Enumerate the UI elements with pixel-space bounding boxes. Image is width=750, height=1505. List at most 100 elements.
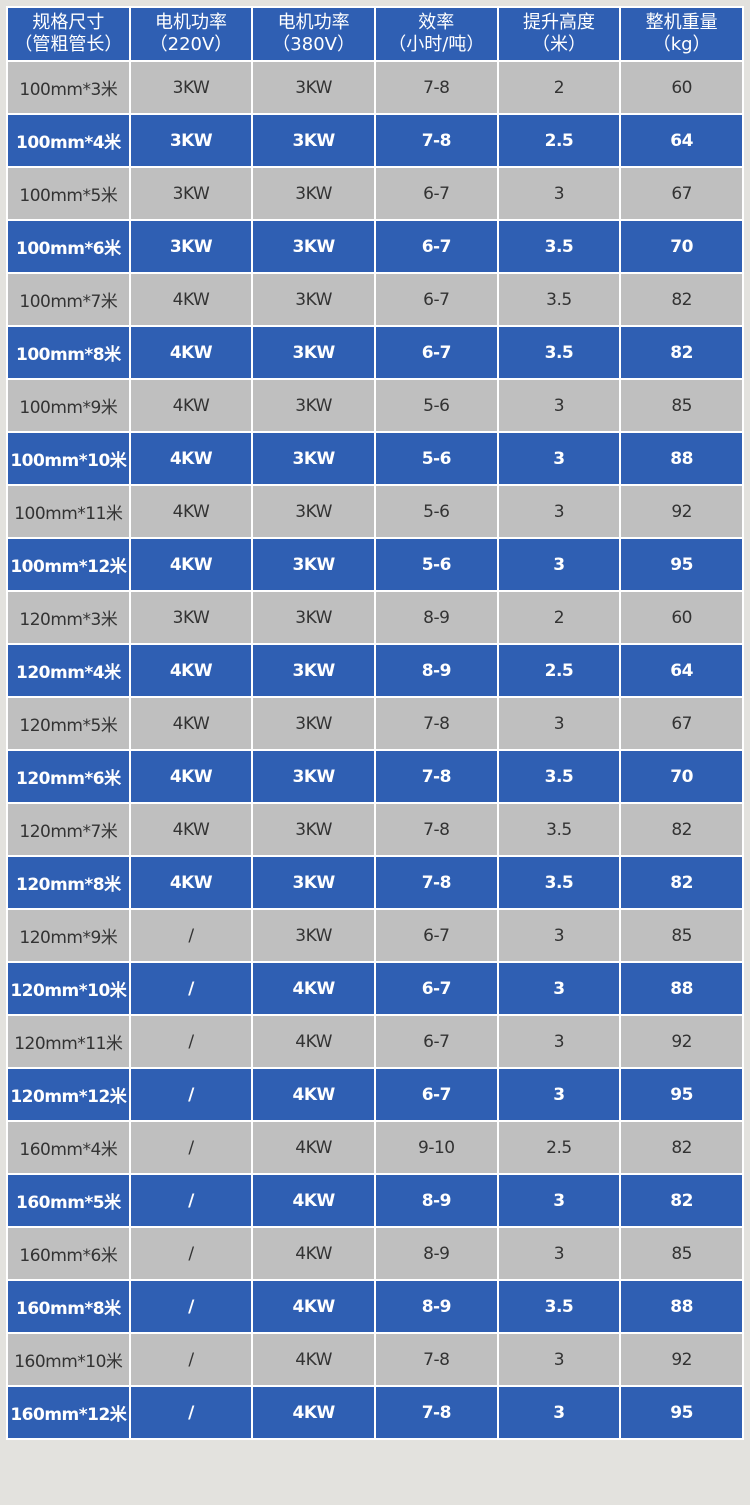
cell-power-220v: / xyxy=(128,1120,254,1175)
table-row: 120mm*6米 4KW 3KW 7-8 3.5 70 xyxy=(6,749,744,804)
cell-weight: 64 xyxy=(619,643,744,698)
cell-weight: 70 xyxy=(619,749,744,804)
table-row: 100mm*3米 3KW 3KW 7-8 2 60 xyxy=(6,60,744,115)
cell-weight: 82 xyxy=(619,272,744,327)
cell-efficiency: 6-7 xyxy=(373,166,499,221)
cell-lift-height: 2 xyxy=(496,60,622,115)
cell-power-380v: 3KW xyxy=(251,696,376,751)
cell-power-220v: 4KW xyxy=(128,484,254,539)
cell-lift-height: 3 xyxy=(496,961,622,1016)
cell-lift-height: 3.5 xyxy=(496,1279,622,1334)
cell-size: 120mm*4米 xyxy=(6,643,131,698)
cell-lift-height: 3 xyxy=(496,484,622,539)
header-line: 规格尺寸 xyxy=(32,12,105,33)
cell-efficiency: 8-9 xyxy=(373,1279,499,1334)
cell-power-220v: / xyxy=(128,961,254,1016)
cell-lift-height: 2.5 xyxy=(496,113,622,168)
cell-efficiency: 6-7 xyxy=(373,961,499,1016)
cell-weight: 85 xyxy=(619,1226,744,1281)
cell-weight: 67 xyxy=(619,696,744,751)
table-row: 120mm*3米 3KW 3KW 8-9 2 60 xyxy=(6,590,744,645)
cell-weight: 95 xyxy=(619,1385,744,1440)
cell-lift-height: 3 xyxy=(496,166,622,221)
cell-size: 120mm*9米 xyxy=(6,908,131,963)
table-header-row: 规格尺寸 （管粗管长） 电机功率 （220V） 电机功率 （380V） 效率 （小时/吨） 提升… xyxy=(6,6,744,62)
cell-efficiency: 6-7 xyxy=(373,1014,499,1069)
cell-power-220v: 4KW xyxy=(128,802,254,857)
cell-power-220v: 3KW xyxy=(128,60,254,115)
cell-size: 100mm*7米 xyxy=(6,272,131,327)
cell-lift-height: 3 xyxy=(496,537,622,592)
header-line: （220V） xyxy=(149,34,233,55)
header-size: 规格尺寸 （管粗管长） xyxy=(6,6,131,62)
cell-power-220v: 3KW xyxy=(128,590,254,645)
cell-weight: 82 xyxy=(619,855,744,910)
cell-lift-height: 3 xyxy=(496,1014,622,1069)
cell-efficiency: 7-8 xyxy=(373,1332,499,1387)
cell-size: 100mm*3米 xyxy=(6,60,131,115)
table-row: 160mm*8米/4KW 8-9 3.5 88 xyxy=(6,1279,744,1334)
spec-table: 规格尺寸 （管粗管长） 电机功率 （220V） 电机功率 （380V） 效率 （小时/吨） 提升… xyxy=(6,6,744,1440)
cell-lift-height: 3 xyxy=(496,696,622,751)
cell-size: 160mm*4米 xyxy=(6,1120,131,1175)
cell-power-220v: 4KW xyxy=(128,643,254,698)
cell-size: 100mm*5米 xyxy=(6,166,131,221)
cell-weight: 92 xyxy=(619,1014,744,1069)
header-power-220v: 电机功率 （220V） xyxy=(128,6,254,62)
cell-size: 120mm*8米 xyxy=(6,855,131,910)
cell-efficiency: 7-8 xyxy=(373,60,499,115)
cell-weight: 82 xyxy=(619,1120,744,1175)
table-row: 120mm*4米 4KW 3KW 8-9 2.5 64 xyxy=(6,643,744,698)
cell-size: 160mm*6米 xyxy=(6,1226,131,1281)
cell-size: 100mm*9米 xyxy=(6,378,131,433)
header-line: 电机功率 xyxy=(277,12,350,33)
cell-power-380v: 3KW xyxy=(251,272,376,327)
table-row: 100mm*12米 4KW 3KW 5-6 3 95 xyxy=(6,537,744,592)
cell-efficiency: 9-10 xyxy=(373,1120,499,1175)
cell-power-380v: 3KW xyxy=(251,431,376,486)
table-row: 120mm*12米/4KW 6-7 3 95 xyxy=(6,1067,744,1122)
cell-power-380v: 4KW xyxy=(251,1067,376,1122)
cell-power-380v: 3KW xyxy=(251,166,376,221)
cell-lift-height: 2 xyxy=(496,590,622,645)
cell-weight: 95 xyxy=(619,537,744,592)
cell-size: 120mm*7米 xyxy=(6,802,131,857)
cell-efficiency: 5-6 xyxy=(373,431,499,486)
cell-power-380v: 3KW xyxy=(251,590,376,645)
cell-lift-height: 2.5 xyxy=(496,1120,622,1175)
cell-power-380v: 4KW xyxy=(251,1385,376,1440)
cell-power-380v: 4KW xyxy=(251,1226,376,1281)
cell-power-380v: 3KW xyxy=(251,802,376,857)
cell-weight: 88 xyxy=(619,1279,744,1334)
table-row: 160mm*4米/4KW 9-10 2.5 82 xyxy=(6,1120,744,1175)
table-row: 100mm*11米 4KW 3KW 5-6 3 92 xyxy=(6,484,744,539)
cell-lift-height: 3 xyxy=(496,378,622,433)
cell-power-220v: 3KW xyxy=(128,219,254,274)
cell-power-380v: 3KW xyxy=(251,378,376,433)
cell-power-220v: / xyxy=(128,1385,254,1440)
cell-power-380v: 3KW xyxy=(251,60,376,115)
cell-weight: 85 xyxy=(619,908,744,963)
cell-efficiency: 5-6 xyxy=(373,484,499,539)
cell-size: 120mm*10米 xyxy=(6,961,131,1016)
cell-power-220v: 3KW xyxy=(128,166,254,221)
cell-efficiency: 6-7 xyxy=(373,1067,499,1122)
cell-power-220v: / xyxy=(128,1279,254,1334)
table-row: 100mm*4米 3KW 3KW 7-8 2.5 64 xyxy=(6,113,744,168)
cell-power-220v: 4KW xyxy=(128,378,254,433)
cell-efficiency: 5-6 xyxy=(373,378,499,433)
cell-power-220v: 4KW xyxy=(128,325,254,380)
cell-lift-height: 3.5 xyxy=(496,802,622,857)
cell-power-380v: 4KW xyxy=(251,1279,376,1334)
cell-size: 160mm*12米 xyxy=(6,1385,131,1440)
cell-lift-height: 3 xyxy=(496,1173,622,1228)
table-row: 120mm*9米/3KW 6-7 3 85 xyxy=(6,908,744,963)
cell-power-220v: / xyxy=(128,1173,254,1228)
cell-power-220v: / xyxy=(128,1067,254,1122)
cell-power-380v: 3KW xyxy=(251,749,376,804)
header-efficiency: 效率 （小时/吨） xyxy=(373,6,499,62)
cell-weight: 82 xyxy=(619,325,744,380)
cell-weight: 60 xyxy=(619,60,744,115)
cell-lift-height: 3.5 xyxy=(496,325,622,380)
cell-weight: 85 xyxy=(619,378,744,433)
